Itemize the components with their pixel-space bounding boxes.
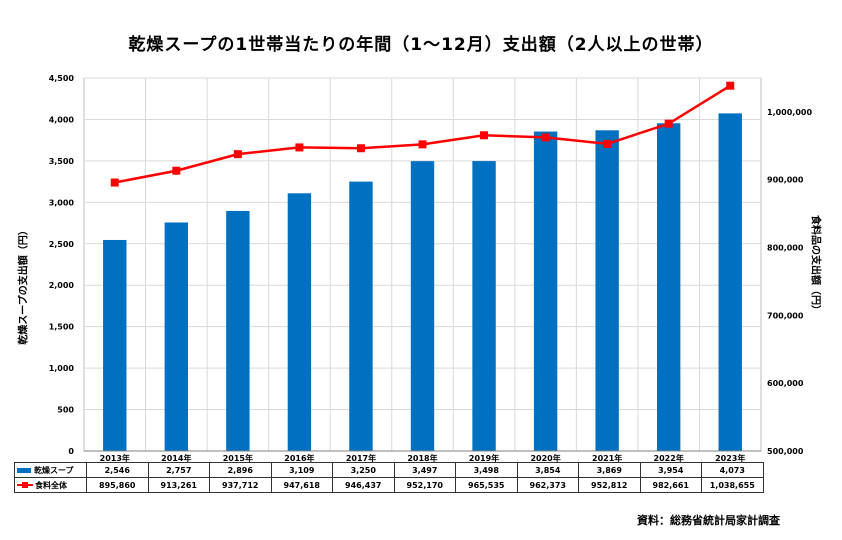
line-marker [172,166,181,175]
x-tick-label: 2016年 [284,453,314,463]
data-cell: 962,373 [516,477,579,493]
legend-bar-series: 乾燥スープ [14,462,87,478]
y-tick-left: 0 [68,447,74,456]
data-cell: 952,170 [393,477,456,493]
bar [164,222,189,451]
legend-line-label: 食料全体 [35,480,67,490]
data-cell: 952,812 [578,477,641,493]
y-tick-right: 800,000 [767,244,804,253]
data-cell: 3,498 [455,462,518,478]
data-cell: 2,896 [209,462,272,478]
data-cell: 1,038,655 [701,477,764,493]
bar [410,161,435,451]
x-tick-label: 2020年 [530,453,560,463]
chart-title: 乾燥スープの1世帯当たりの年間（1～12月）支出額（2人以上の世帯） [128,35,714,55]
data-cell: 4,073 [701,462,764,478]
data-cell: 937,712 [209,477,272,493]
bar [595,130,619,451]
y-tick-right: 500,000 [767,447,804,456]
bar [287,193,312,451]
x-tick-label: 2017年 [346,453,376,463]
line-marker [541,133,550,142]
data-cell: 2,757 [147,462,210,478]
y-tick-right: 1,000,000 [767,108,812,117]
bar-legend-swatch [17,467,31,473]
y-tick-right: 600,000 [767,379,804,388]
data-table-row-line: 食料全体 895,860 913,261 937,712 947,618 946… [14,477,764,493]
y-tick-left: 4,000 [49,115,75,124]
bar [349,181,373,451]
x-tick-label: 2023年 [715,453,745,463]
line-marker [480,131,489,140]
bar [656,123,681,452]
data-cell: 965,535 [455,477,518,493]
source-note: 資料：総務省統計局家計調査 [637,514,780,527]
line-marker [110,178,119,187]
x-tick-label: 2018年 [407,453,437,463]
line-marker [295,143,304,152]
data-cell: 946,437 [332,477,395,493]
data-cell: 982,661 [639,477,702,493]
line-marker [233,150,242,159]
y-tick-left: 3,500 [49,157,75,166]
data-cell: 3,954 [639,462,702,478]
data-cell: 947,618 [270,477,333,493]
bar [718,113,742,451]
legend-bar-label: 乾燥スープ [34,465,74,475]
y-tick-left: 2,000 [49,281,75,290]
bar [103,239,127,451]
x-tick-label: 2019年 [469,453,499,463]
x-tick-label: 2022年 [654,453,684,463]
line-marker [664,119,673,128]
data-cell: 3,109 [270,462,333,478]
x-tick-label: 2014年 [161,453,191,463]
line-marker [726,81,735,90]
line-legend-swatch [17,481,33,489]
bar [226,210,250,451]
data-cell: 913,261 [147,477,210,493]
line-marker [603,139,612,148]
data-cell: 3,497 [393,462,456,478]
bar [533,131,558,452]
data-cell: 3,250 [332,462,395,478]
y-tick-left: 1,000 [49,364,75,373]
y-tick-left: 500 [57,406,74,415]
y-tick-left: 3,000 [49,198,75,207]
y-tick-left: 1,500 [49,323,75,332]
line-marker [356,144,365,153]
y-tick-left: 4,500 [49,74,75,83]
data-cell: 3,869 [578,462,641,478]
data-cell: 3,854 [516,462,579,478]
y-tick-right: 700,000 [767,311,804,320]
x-tick-label: 2013年 [100,453,130,463]
legend-line-series: 食料全体 [14,477,87,493]
bar [472,161,496,451]
data-table-row-bar: 乾燥スープ 2,546 2,757 2,896 3,109 3,250 3,49… [14,462,764,478]
x-tick-label: 2015年 [223,453,253,463]
y-tick-left: 2,500 [49,240,75,249]
data-cell: 2,546 [86,462,149,478]
data-cell: 895,860 [86,477,149,493]
x-tick-label: 2021年 [592,453,622,463]
y-tick-right: 900,000 [767,176,804,185]
line-marker [418,140,427,149]
data-table: 乾燥スープ 2,546 2,757 2,896 3,109 3,250 3,49… [14,462,764,493]
